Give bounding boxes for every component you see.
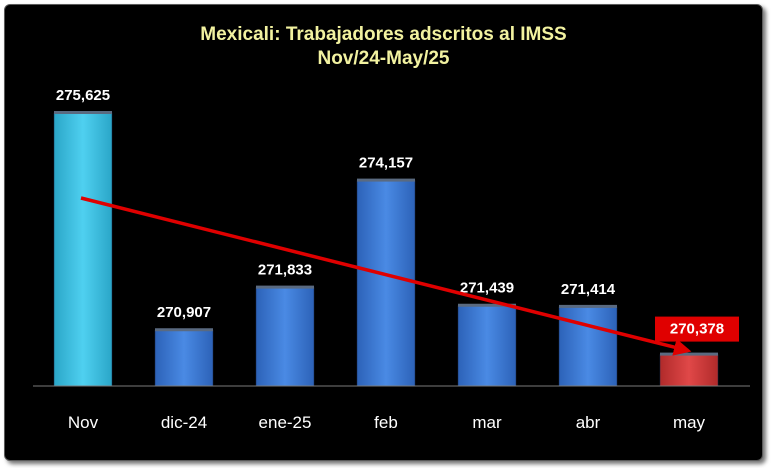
chart-title: Mexicali: Trabajadores adscritos al IMSS… xyxy=(5,23,762,71)
bar-cap-Nov xyxy=(54,111,112,114)
bar-Nov xyxy=(53,112,113,387)
chart-title-line2: Nov/24-May/25 xyxy=(317,48,450,69)
bar-may xyxy=(659,354,719,387)
bar-cap-may xyxy=(660,352,718,356)
bar-cap-dic-24 xyxy=(155,328,213,332)
bar-cap-feb xyxy=(357,178,415,182)
x-tick-label: mar xyxy=(472,413,502,432)
bar-cap-abr xyxy=(559,304,617,308)
x-tick-label: Nov xyxy=(68,413,99,432)
x-tick-label: feb xyxy=(374,413,398,432)
bar-chart: Nov 275,625 dic-24 270,907 ene-25 271,833 feb 2… xyxy=(33,87,750,432)
bar-dic-24 xyxy=(154,329,214,387)
bar-cap-ene-25 xyxy=(256,285,314,289)
data-label: 271,833 xyxy=(258,262,312,279)
chart-title-line1: Mexicali: Trabajadores adscritos al IMSS xyxy=(200,24,567,45)
bar-cap-mar xyxy=(458,303,516,307)
data-label: 275,625 xyxy=(56,87,110,104)
bar-ene-25 xyxy=(255,287,315,387)
data-label: 271,414 xyxy=(561,281,616,298)
highlight-label-box xyxy=(655,316,739,342)
x-tick-label: ene-25 xyxy=(259,413,312,432)
data-label: 270,907 xyxy=(157,304,211,321)
bar-feb xyxy=(356,180,416,387)
data-label: 274,157 xyxy=(359,155,413,172)
x-tick-label: may xyxy=(673,413,706,432)
data-label: 271,439 xyxy=(460,280,514,297)
bar-mar xyxy=(457,305,517,387)
chart-frame: Mexicali: Trabajadores adscritos al IMSS… xyxy=(4,4,763,461)
x-tick-label: abr xyxy=(576,413,601,432)
trend-arrow xyxy=(80,196,692,356)
x-tick-label: dic-24 xyxy=(161,413,207,432)
data-label: 270,378 xyxy=(670,321,724,338)
